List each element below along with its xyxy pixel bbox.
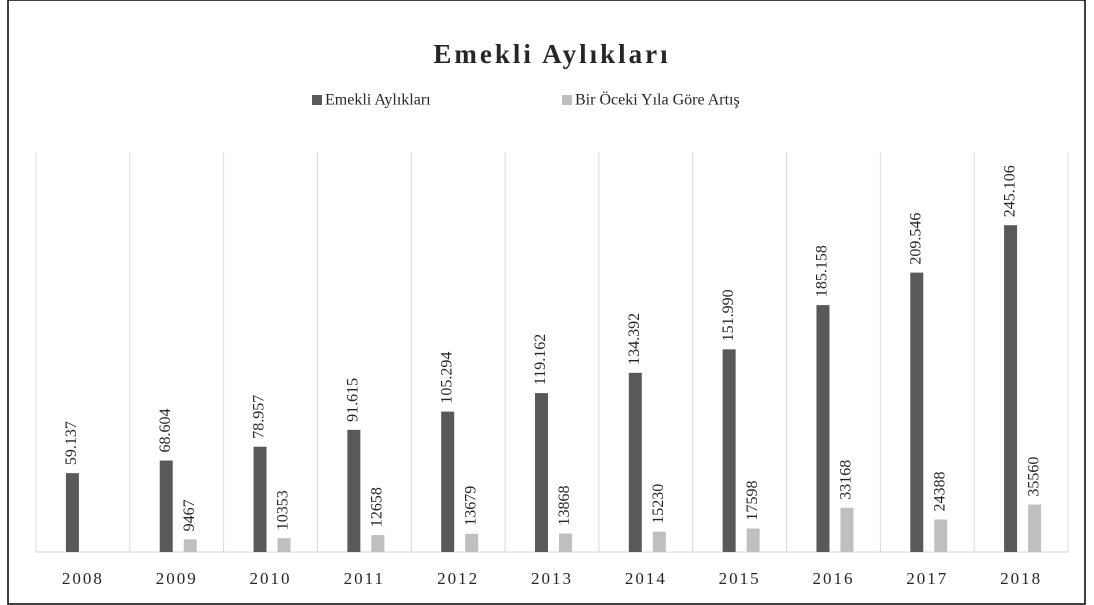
legend-swatch: [312, 95, 322, 105]
data-label: 68.604: [157, 409, 174, 453]
bar: [628, 372, 642, 552]
bar: [934, 519, 948, 552]
bar: [441, 411, 455, 552]
bar: [159, 460, 173, 552]
data-label: 209.546: [907, 213, 924, 265]
data-label: 91.615: [345, 378, 362, 422]
data-label: 12658: [369, 487, 386, 527]
bar: [535, 393, 548, 552]
data-label: 105.294: [438, 352, 455, 404]
data-label: 151.990: [720, 289, 737, 341]
data-label: 13868: [556, 486, 573, 526]
data-label: 119.162: [532, 334, 549, 385]
data-label: 10353: [275, 490, 292, 530]
bar: [253, 446, 267, 552]
x-tick-label: 2015: [719, 569, 761, 588]
bar: [910, 272, 924, 552]
legend-label: Bir Öceki Yıla Göre Artış: [575, 91, 740, 109]
bar: [746, 528, 760, 552]
x-tick-label: 2013: [531, 569, 573, 588]
x-tick-label: 2018: [1000, 569, 1042, 588]
data-label: 245.106: [1001, 165, 1018, 217]
bar: [840, 507, 854, 552]
bar: [1028, 504, 1042, 552]
data-label: 59.137: [63, 421, 80, 465]
bar: [371, 535, 385, 552]
bar: [559, 533, 572, 552]
legend-label: Emekli Aylıkları: [325, 92, 431, 109]
data-label: 185.158: [814, 245, 831, 297]
data-label: 17598: [744, 481, 761, 521]
chart-title: Emekli Aylıkları: [433, 39, 670, 69]
x-tick-label: 2011: [344, 569, 385, 588]
bar: [1004, 225, 1018, 552]
chart-border: [7, 0, 1086, 605]
x-tick-label: 2017: [906, 569, 948, 588]
legend-swatch: [562, 95, 572, 105]
data-label: 15230: [650, 484, 667, 524]
data-label: 134.392: [626, 313, 643, 365]
bar: [652, 531, 666, 552]
bar: [65, 473, 79, 552]
bar: [347, 429, 361, 552]
data-label: 33168: [838, 460, 855, 500]
x-tick-label: 2016: [812, 569, 854, 588]
bar: [465, 533, 479, 552]
data-label: 78.957: [251, 395, 268, 439]
x-tick-label: 2010: [250, 569, 292, 588]
data-label: 24388: [931, 471, 948, 511]
bar: [183, 539, 197, 552]
bar: [722, 349, 736, 552]
x-tick-label: 2012: [437, 569, 479, 588]
bar: [277, 538, 291, 552]
x-tick-label: 2008: [62, 569, 104, 588]
x-tick-label: 2014: [625, 569, 667, 588]
data-label: 35560: [1025, 457, 1042, 497]
data-label: 13679: [462, 486, 479, 526]
data-label: 9467: [181, 499, 198, 531]
bar: [816, 305, 830, 552]
x-tick-label: 2009: [156, 569, 198, 588]
